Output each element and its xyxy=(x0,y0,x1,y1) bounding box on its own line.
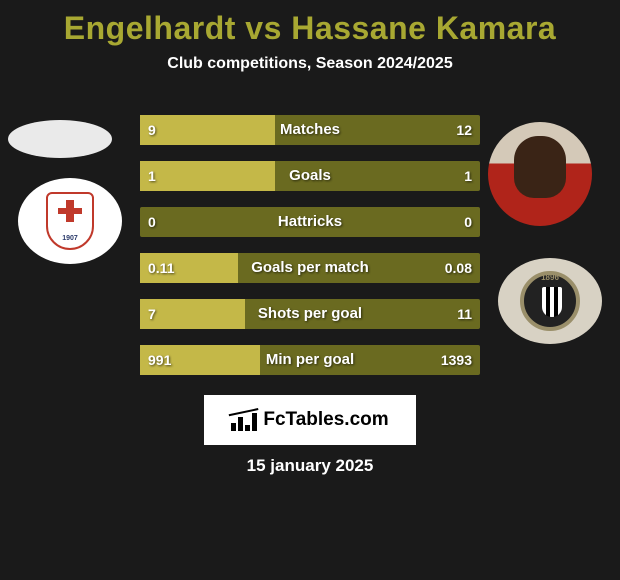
brand-chart-icon xyxy=(231,409,257,431)
stat-row: 912Matches xyxy=(0,115,620,145)
stat-value-left: 7 xyxy=(148,299,156,329)
stat-value-right: 1393 xyxy=(441,345,472,375)
bar-track xyxy=(140,253,480,283)
brand-box: FcTables.com xyxy=(204,395,416,445)
stat-value-right: 11 xyxy=(457,299,472,329)
date-label: 15 january 2025 xyxy=(0,456,620,476)
stat-row: 9911393Min per goal xyxy=(0,345,620,375)
page-title: Engelhardt vs Hassane Kamara xyxy=(0,0,620,47)
stat-row: 711Shots per goal xyxy=(0,299,620,329)
bar-track xyxy=(140,115,480,145)
bar-track xyxy=(140,299,480,329)
bar-track xyxy=(140,345,480,375)
stat-value-right: 12 xyxy=(456,115,472,145)
stat-row: 0.110.08Goals per match xyxy=(0,253,620,283)
bar-track xyxy=(140,207,480,237)
stat-value-left: 0 xyxy=(148,207,156,237)
page-subtitle: Club competitions, Season 2024/2025 xyxy=(0,55,620,73)
stat-value-right: 0.08 xyxy=(445,253,472,283)
stat-value-left: 1 xyxy=(148,161,156,191)
stat-value-right: 1 xyxy=(464,161,472,191)
brand-text: FcTables.com xyxy=(263,409,388,431)
comparison-chart: 912Matches11Goals00Hattricks0.110.08Goal… xyxy=(0,115,620,391)
stat-row: 00Hattricks xyxy=(0,207,620,237)
bar-left xyxy=(140,115,275,145)
stat-value-right: 0 xyxy=(464,207,472,237)
stat-value-left: 0.11 xyxy=(148,253,174,283)
stat-row: 11Goals xyxy=(0,161,620,191)
stat-value-left: 9 xyxy=(148,115,156,145)
bar-left xyxy=(140,161,275,191)
stat-value-left: 991 xyxy=(148,345,171,375)
bar-track xyxy=(140,161,480,191)
